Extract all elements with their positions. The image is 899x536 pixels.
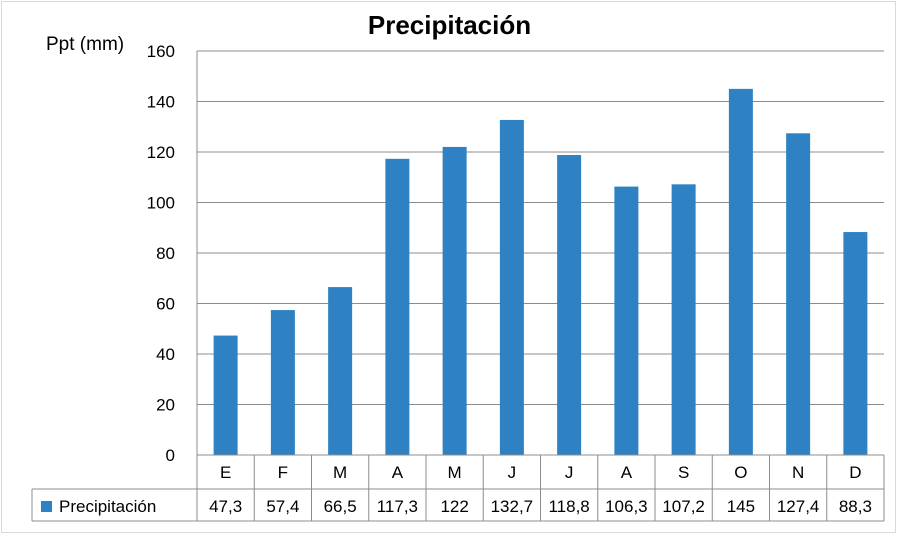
x-category-label: F [278,463,288,482]
bar [385,158,410,455]
x-category-label: O [734,463,747,482]
x-category-label: D [849,463,861,482]
y-tick-label: 120 [147,143,175,162]
y-axis-label: Ppt (mm) [46,34,125,55]
bar [843,232,868,455]
bar [614,186,639,455]
x-category-label: A [392,463,404,482]
table-value-label: 117,3 [377,497,418,516]
table-value-label: 88,3 [839,497,872,516]
y-tick-label: 160 [147,42,175,61]
table-value-label: 118,8 [548,497,589,516]
y-tick-label: 100 [147,194,175,213]
legend-series-name: Precipitación [59,497,156,516]
bar [786,133,811,455]
table-value-label: 122 [440,497,468,516]
bar [728,88,753,455]
y-tick-label: 60 [156,295,175,314]
x-category-label: J [565,463,574,482]
x-category-label: M [448,463,462,482]
x-category-label: M [333,463,347,482]
y-tick-label: 140 [147,93,175,112]
chart-title: Precipitación [367,10,532,40]
x-category-label: J [508,463,517,482]
table-value-label: 106,3 [605,497,648,516]
x-category-label: E [220,463,231,482]
y-tick-label: 0 [166,446,175,465]
bar [442,146,467,455]
x-category-label: A [621,463,633,482]
bar [270,310,295,455]
legend-swatch [41,501,52,512]
bar [671,184,696,455]
table-value-label: 145 [727,497,755,516]
bar [557,155,582,455]
table-value-label: 66,5 [324,497,357,516]
bar [499,119,524,456]
y-tick-label: 20 [156,396,175,415]
x-category-label: N [792,463,804,482]
table-value-label: 107,2 [662,497,705,516]
bar [328,287,353,455]
y-tick-label: 40 [156,345,175,364]
bar [213,335,238,455]
table-value-label: 132,7 [491,497,534,516]
x-category-label: S [678,463,689,482]
y-tick-label: 80 [156,244,175,263]
table-value-label: 127,4 [777,497,820,516]
table-value-label: 47,3 [209,497,242,516]
table-value-label: 57,4 [266,497,299,516]
